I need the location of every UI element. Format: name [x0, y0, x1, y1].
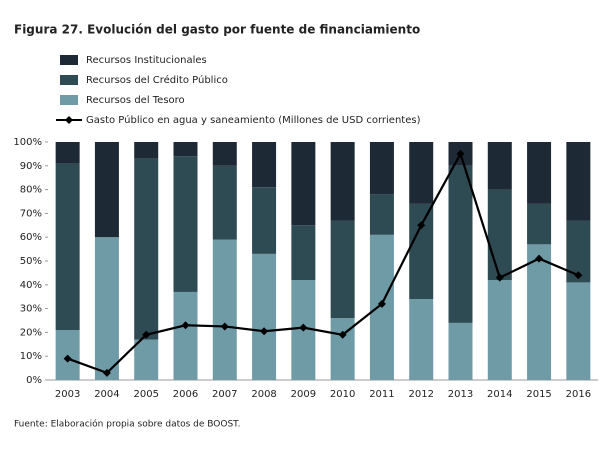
bar-segment — [134, 339, 159, 380]
y-tick-label: 80% — [20, 185, 42, 196]
line-marker — [181, 321, 190, 330]
line-marker — [220, 322, 229, 331]
x-tick-label: 2005 — [133, 389, 158, 400]
bar-segment — [173, 156, 198, 292]
y-tick-label: 40% — [20, 280, 42, 291]
bar-segment — [409, 299, 434, 380]
bar-segment — [252, 253, 277, 380]
bar-segment — [212, 239, 237, 380]
legend-swatch — [60, 95, 78, 105]
legend-label: Recursos del Tesoro — [86, 95, 185, 106]
x-tick-label: 2010 — [330, 389, 355, 400]
bar-segment — [448, 165, 473, 323]
source: Fuente: Elaboración propia sobre datos d… — [14, 419, 240, 430]
legend-label: Recursos del Crédito Público — [86, 74, 228, 86]
legend-swatch — [60, 55, 78, 65]
bar-segment — [134, 158, 159, 340]
bar-segment — [527, 142, 552, 204]
y-tick-label: 20% — [20, 327, 42, 338]
x-tick-label: 2013 — [448, 389, 473, 400]
line-marker — [338, 330, 347, 339]
bar-segment — [212, 142, 237, 166]
x-tick-label: 2014 — [487, 389, 512, 400]
line-marker — [102, 368, 111, 377]
legend-swatch — [60, 75, 78, 85]
bar-segment — [487, 280, 512, 380]
legend-label: Recursos Institucionales — [86, 55, 207, 66]
x-tick-label: 2008 — [251, 389, 276, 400]
bar-segment — [448, 322, 473, 380]
bar-segment — [291, 142, 316, 226]
bar-segment — [487, 142, 512, 190]
legend-marker — [65, 116, 73, 124]
x-tick-label: 2015 — [526, 389, 551, 400]
line-marker — [299, 323, 308, 332]
x-tick-label: 2012 — [408, 389, 433, 400]
line-marker — [574, 271, 583, 280]
y-tick-label: 50% — [20, 256, 42, 267]
line-marker — [377, 299, 386, 308]
y-tick-label: 30% — [20, 304, 42, 315]
bar-segment — [527, 203, 552, 245]
x-tick-label: 2007 — [212, 389, 237, 400]
line-marker — [142, 330, 151, 339]
legend-label: Gasto Público en agua y saneamiento (Mil… — [86, 114, 421, 126]
line-marker — [63, 354, 72, 363]
bar-segment — [527, 244, 552, 380]
line — [67, 151, 579, 375]
x-tick-label: 2003 — [55, 389, 80, 400]
bar-segment — [94, 237, 119, 380]
bar-segment — [330, 220, 355, 319]
y-tick-label: 100% — [13, 137, 42, 148]
y-tick-label: 60% — [20, 232, 42, 243]
x-tick-label: 2011 — [369, 389, 394, 400]
x-tick-label: 2004 — [94, 389, 119, 400]
y-tick-label: 90% — [20, 161, 42, 172]
bar-segment — [55, 163, 80, 331]
bar-segment — [330, 142, 355, 221]
x-tick-label: 2016 — [566, 389, 591, 400]
line-marker — [417, 221, 426, 230]
bar-segment — [369, 194, 394, 235]
bar-segment — [173, 142, 198, 157]
y-tick-label: 10% — [20, 351, 42, 362]
line-marker — [535, 254, 544, 263]
x-tick-label: 2006 — [173, 389, 198, 400]
bar-segment — [212, 165, 237, 240]
bar-segment — [487, 189, 512, 281]
bar-segment — [369, 142, 394, 195]
y-tick-label: 0% — [26, 375, 42, 386]
line-marker — [495, 273, 504, 282]
bar-segment — [566, 282, 591, 380]
line-marker — [456, 149, 465, 158]
bar-segment — [134, 142, 159, 159]
bar-segment — [94, 142, 119, 238]
bar-segment — [566, 142, 591, 221]
y-tick-label: 70% — [20, 208, 42, 219]
chart-title: Figura 27. Evolución del gasto por fuent… — [14, 23, 420, 37]
bar-segment — [252, 187, 277, 254]
bar-segment — [173, 291, 198, 380]
bar-segment — [252, 142, 277, 188]
bar-segment — [409, 142, 434, 204]
line-marker — [260, 327, 269, 336]
x-tick-label: 2009 — [291, 389, 316, 400]
bar-segment — [55, 142, 80, 164]
bar-segment — [409, 203, 434, 300]
bar-segment — [291, 225, 316, 281]
